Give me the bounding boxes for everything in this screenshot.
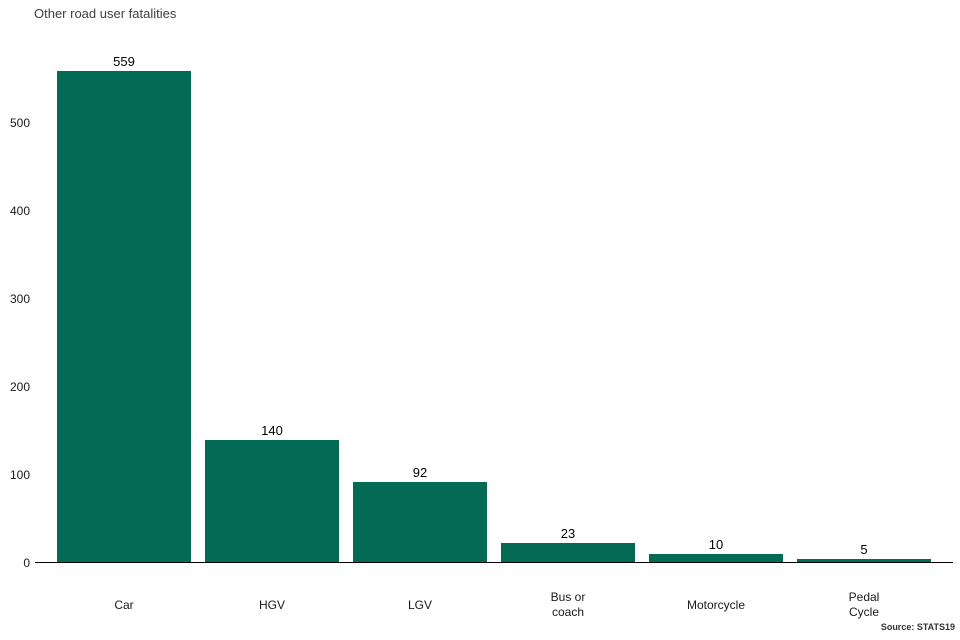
bar-pedal-cycle: [797, 558, 931, 563]
y-tick-label-500: 500: [9, 116, 30, 130]
x-category-label-lgv: LGV: [407, 597, 432, 612]
y-tick-label-300: 300: [9, 292, 30, 306]
chart-title: Other road user fatalities: [34, 6, 177, 21]
bar-car: [57, 71, 191, 563]
bar-value-label-pedal-cycle: 5: [860, 541, 868, 557]
y-tick-label-200: 200: [9, 380, 30, 394]
bar-value-label-motorcycle: 10: [708, 537, 724, 553]
bar-bus-or-coach: [501, 542, 635, 563]
bar-value-label-bus-or-coach: 23: [560, 525, 576, 541]
x-category-label-car: Car: [114, 597, 134, 612]
y-tick-label-0: 0: [23, 556, 30, 570]
x-axis-line: [35, 562, 953, 563]
bar-value-label-lgv: 92: [412, 465, 428, 481]
bar-value-label-car: 559: [113, 54, 135, 70]
source-note: Source: STATS19: [880, 622, 955, 632]
y-tick-label-400: 400: [9, 204, 30, 218]
bar-hgv: [205, 439, 339, 563]
bar-motorcycle: [649, 554, 783, 563]
y-tick-label-100: 100: [9, 468, 30, 482]
x-category-label-hgv: HGV: [258, 597, 285, 612]
bar-value-label-hgv: 140: [261, 422, 283, 438]
x-category-label-motorcycle: Motorcycle: [686, 597, 745, 612]
x-category-label-pedal-cycle: Pedal Cycle: [848, 590, 880, 619]
x-category-label-bus-or-coach: Bus or coach: [550, 590, 586, 619]
bar-lgv: [353, 482, 487, 563]
